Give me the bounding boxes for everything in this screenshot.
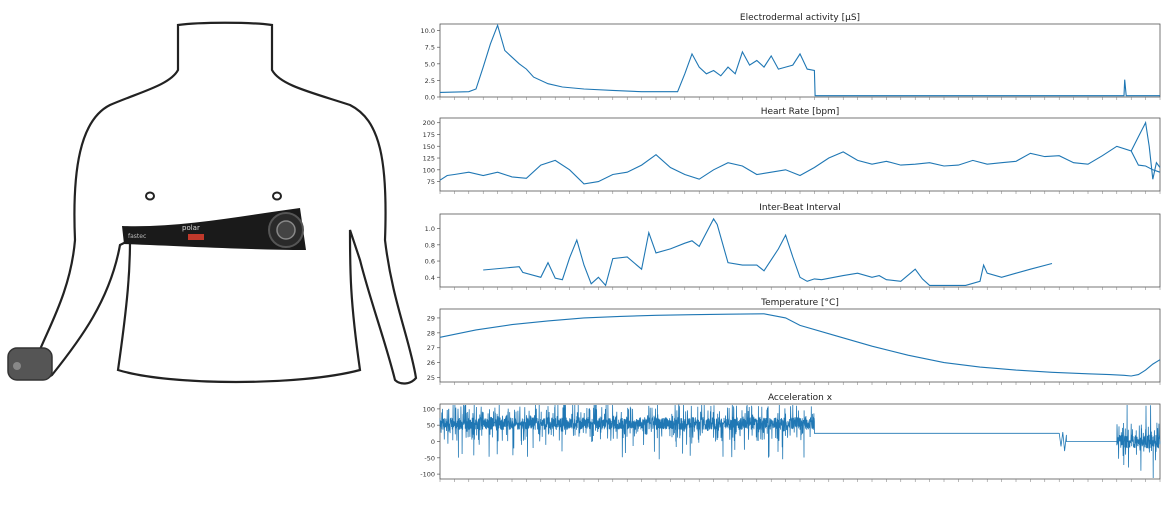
series-line-tail — [1130, 120, 1161, 180]
y-tick-label: 100 — [423, 166, 435, 174]
chart-panel-5: Acceleration x -100 -50 0 50 100 — [420, 393, 1161, 482]
y-tick-label: 100 — [423, 405, 435, 413]
y-tick-label: 2.5 — [425, 77, 435, 85]
strap-text-left: fastec — [128, 233, 146, 240]
plot-frame — [439, 23, 1161, 98]
chart-title: Heart Rate [bpm] — [761, 107, 840, 117]
wrist-device — [7, 347, 53, 381]
chart-panel-2: Heart Rate [bpm] 75 100 125 150 175 200 — [423, 107, 1161, 194]
y-tick-label: 50 — [427, 422, 435, 430]
y-tick-label: 0.4 — [425, 274, 435, 282]
chart-panel-3: Inter-Beat Interval 0.4 0.6 0.8 1.0 — [425, 203, 1161, 290]
y-tick-label: 29 — [427, 314, 435, 322]
chart-panel-1: Electrodermal activity [μS] 0.0 2.5 5.0 7.5 1… — [421, 13, 1161, 102]
y-tick-label: 0.8 — [425, 241, 435, 249]
y-tick-label: 200 — [423, 119, 435, 127]
series-line — [439, 313, 1161, 377]
plot-frame — [439, 117, 1161, 192]
chart-title: Acceleration x — [768, 393, 833, 403]
y-tick-label: 7.5 — [425, 44, 435, 52]
y-tick-label: 175 — [423, 131, 435, 139]
y-tick-label: 0 — [431, 438, 435, 446]
y-tick-label: 28 — [427, 329, 435, 337]
chart-title: Inter-Beat Interval — [759, 203, 841, 213]
y-tick-label: 27 — [427, 344, 435, 352]
series-line — [439, 23, 1160, 97]
y-tick-label: 25 — [427, 374, 435, 382]
chart-title: Temperature [°C] — [760, 298, 839, 308]
y-tick-label: 26 — [427, 359, 435, 367]
series-line — [439, 404, 1161, 479]
strap-logo — [188, 234, 204, 240]
y-tick-label: -100 — [420, 471, 435, 479]
y-tick-label: 75 — [427, 178, 435, 186]
y-tick-label: 5.0 — [425, 60, 435, 68]
y-tick-label: 1.0 — [425, 225, 435, 233]
chart-panel-4: Temperature [°C] 25 26 27 28 29 — [427, 298, 1161, 385]
body-illustration: polar fastec — [7, 21, 418, 385]
body-outline — [30, 21, 418, 385]
y-tick-label: 150 — [423, 143, 435, 151]
nipple-left — [145, 191, 155, 201]
nipple-right — [272, 191, 282, 201]
y-tick-label: 0.0 — [425, 94, 435, 102]
y-tick-label: 125 — [423, 155, 435, 163]
chart-title: Electrodermal activity [μS] — [740, 13, 860, 23]
chest-strap: polar fastec — [122, 208, 306, 250]
series-line — [439, 145, 1161, 185]
sensor-charts: Electrodermal activity [μS] 0.0 2.5 5.0 7.5 1… — [420, 13, 1161, 482]
y-tick-label: -50 — [424, 454, 435, 462]
y-tick-label: 0.6 — [425, 258, 435, 266]
strap-brand: polar — [182, 224, 200, 232]
series-line — [483, 217, 1053, 287]
y-tick-label: 10.0 — [421, 27, 435, 35]
plot-frame — [439, 308, 1161, 383]
